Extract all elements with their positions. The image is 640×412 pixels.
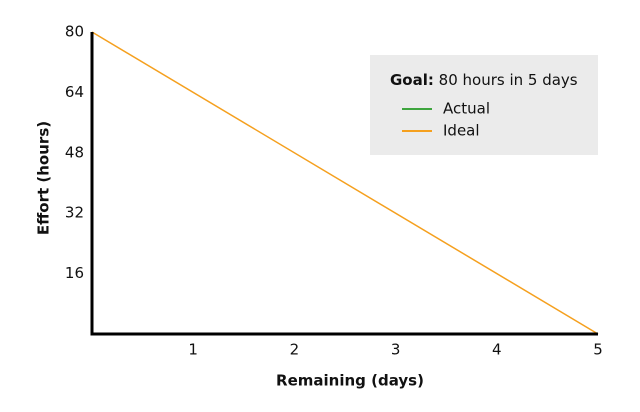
legend-label: Ideal: [443, 122, 480, 140]
y-tick-label: 64: [65, 83, 84, 101]
y-axis-label: Effort (hours): [35, 121, 53, 235]
x-tick-label: 1: [188, 341, 198, 359]
line: [91, 31, 599, 335]
x-tick-label: 5: [593, 341, 603, 359]
y-tick-label: 32: [65, 204, 84, 222]
y-tick-label: 48: [65, 143, 84, 161]
annotation-text: 80 hours in 5 days: [439, 71, 578, 89]
annotation: Goal: 80 hours in 5 days: [390, 71, 578, 89]
legend-box: [370, 55, 598, 155]
y-tick-label: 16: [65, 264, 84, 282]
x-axis-label: Remaining (days): [276, 372, 424, 390]
x-tick-label: 3: [391, 341, 401, 359]
x-tick-label: 4: [492, 341, 502, 359]
x-tick-label: 2: [290, 341, 300, 359]
y-tick-label: 80: [65, 23, 84, 41]
legend-label: Actual: [443, 100, 490, 118]
annotation-label: Goal:: [390, 71, 434, 89]
axes: [90, 32, 598, 336]
